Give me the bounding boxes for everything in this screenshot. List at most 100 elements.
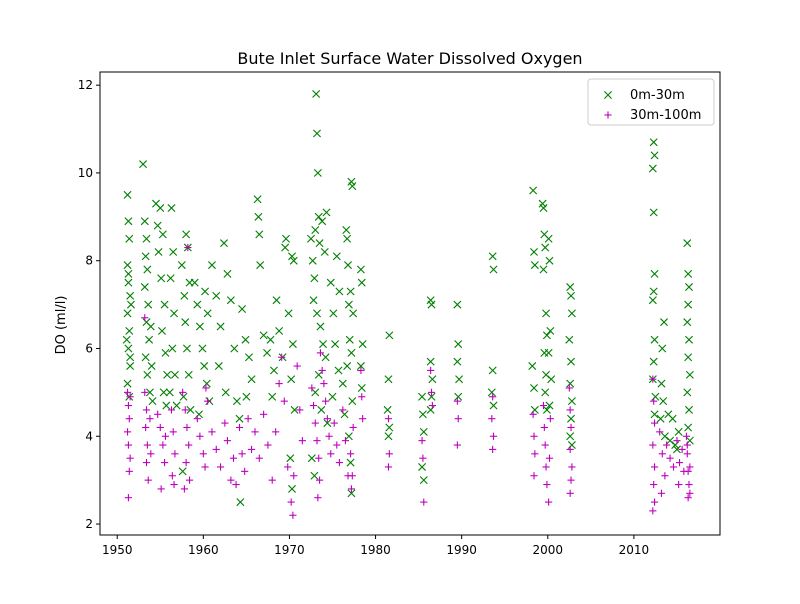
plus-marker-point (349, 423, 357, 432)
x-marker-point (343, 234, 352, 243)
plus-marker-point (184, 243, 192, 252)
x-marker-point (190, 278, 199, 287)
plus-marker-point (161, 432, 170, 440)
x-marker-point (180, 291, 189, 300)
plus-marker-point (212, 445, 220, 454)
x-marker-point (565, 335, 574, 344)
plus-marker-point (193, 415, 201, 423)
plus-marker-point (124, 494, 133, 502)
x-marker-point (314, 370, 323, 379)
x-marker-point (684, 269, 693, 278)
y-tick-label: 12 (78, 78, 93, 92)
plus-marker-point (357, 366, 365, 375)
x-marker-point (313, 168, 322, 177)
plus-marker-point (309, 401, 318, 410)
plus-marker-point (278, 353, 286, 361)
plus-marker-point (275, 379, 283, 388)
plus-marker-point (298, 437, 306, 445)
plus-marker-point (204, 397, 212, 405)
x-marker-point (419, 476, 428, 485)
x-marker-point (567, 441, 576, 450)
x-marker-point (658, 344, 667, 353)
x-marker-point (649, 357, 658, 366)
x-marker-point (530, 261, 539, 270)
x-marker-point (307, 454, 316, 463)
y-tick-label: 2 (85, 517, 93, 531)
x-marker-point (650, 335, 659, 344)
plus-marker-point (238, 450, 246, 458)
x-marker-point (124, 344, 133, 353)
plus-marker-point (268, 476, 276, 484)
x-marker-point (124, 278, 133, 287)
x-marker-point (344, 261, 352, 270)
x-marker-point (384, 375, 393, 384)
plus-marker-point (566, 406, 574, 414)
plus-marker-point (567, 423, 575, 432)
plus-marker-point (686, 463, 694, 471)
plus-marker-point (221, 419, 229, 427)
y-tick-label: 10 (78, 166, 93, 180)
x-marker-point (530, 247, 538, 256)
plus-marker-point (666, 454, 674, 462)
x-marker-point (649, 138, 658, 147)
plus-marker-point (489, 432, 498, 440)
plus-marker-point (124, 401, 133, 410)
x-marker-point (289, 256, 298, 265)
x-marker-point (649, 208, 658, 217)
x-marker-point (139, 160, 148, 169)
x-marker-point (145, 335, 154, 344)
y-tick-label: 4 (85, 429, 93, 443)
plus-marker-point (650, 463, 659, 471)
plus-marker-point (322, 397, 330, 405)
x-marker-point (144, 300, 153, 309)
plus-marker-point (170, 480, 178, 489)
plus-marker-point (143, 441, 151, 449)
x-marker-point (141, 353, 150, 362)
plus-marker-point (208, 428, 216, 436)
x-marker-point (123, 379, 132, 388)
plus-marker-point (179, 388, 187, 396)
x-tick-label: 1980 (360, 543, 391, 557)
plus-marker-point (545, 454, 554, 462)
x-marker-point (268, 392, 277, 401)
x-marker-point (321, 353, 330, 362)
x-marker-point (220, 239, 228, 248)
plus-marker-point (315, 454, 323, 462)
x-marker-point (683, 318, 692, 327)
plus-marker-point (171, 450, 179, 458)
plus-marker-point (566, 489, 574, 497)
x-marker-point (659, 397, 668, 406)
x-marker-point (221, 388, 230, 397)
x-marker-point (648, 296, 657, 305)
x-marker-point (426, 405, 435, 414)
x-marker-point (418, 410, 427, 419)
x-marker-point (203, 309, 212, 318)
plus-marker-point (157, 485, 165, 493)
x-marker-point (315, 239, 324, 248)
x-marker-point (147, 362, 156, 371)
plus-marker-point (566, 445, 574, 454)
x-marker-point (648, 164, 657, 173)
x-marker-point (328, 392, 337, 401)
plus-marker-point (330, 419, 338, 427)
x-tick-label: 2010 (619, 543, 650, 557)
x-marker-point (281, 243, 290, 252)
plus-marker-point (180, 485, 188, 493)
x-marker-point (329, 309, 338, 318)
x-marker-point (650, 269, 659, 278)
plus-marker-point (530, 472, 538, 480)
plus-marker-point (185, 476, 194, 484)
x-marker-point (542, 331, 551, 340)
x-marker-point (255, 230, 264, 239)
x-marker-point (357, 383, 366, 392)
x-marker-point (182, 344, 191, 353)
plus-marker-point (247, 445, 256, 454)
x-marker-point (542, 370, 551, 379)
x-marker-point (158, 230, 167, 239)
x-marker-point (331, 340, 340, 349)
x-marker-point (143, 265, 152, 274)
x-marker-point (287, 375, 296, 384)
plus-marker-point (428, 401, 436, 410)
x-tick-label: 1960 (188, 543, 219, 557)
axis-ticks: 1950 1960 1970 1980 1990 2000 2010 2 4 6 8 10 12 (78, 78, 649, 557)
